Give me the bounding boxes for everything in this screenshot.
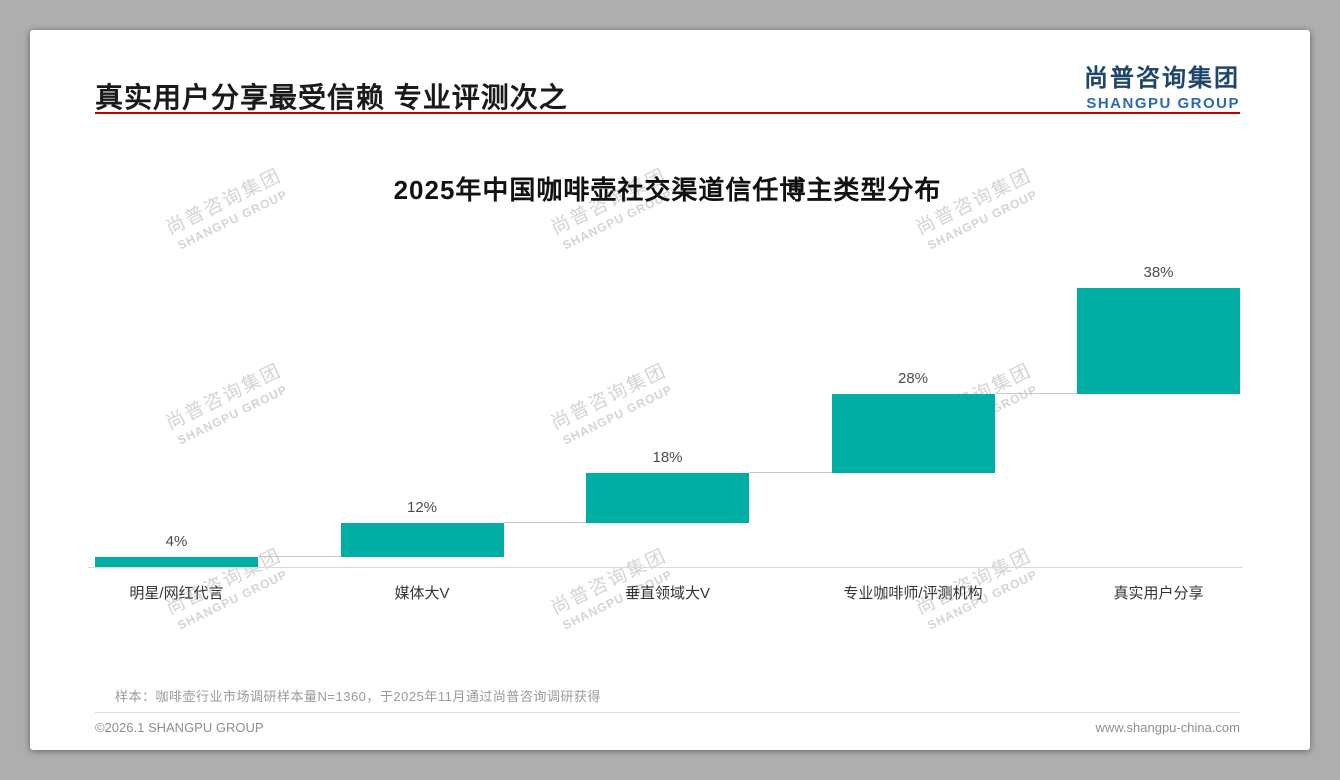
bar-4 bbox=[831, 394, 995, 473]
logo-english-text: SHANGPU GROUP bbox=[1086, 95, 1240, 112]
bar-value-label: 38% bbox=[1143, 264, 1174, 281]
chart-title: 2025年中国咖啡壶社交渠道信任博主类型分布 bbox=[393, 175, 942, 205]
bar-value-label: 28% bbox=[897, 370, 929, 388]
footer-website: www.shangpu-china.com bbox=[1095, 720, 1240, 735]
heading-underline bbox=[95, 112, 1240, 114]
x-axis-baseline bbox=[88, 567, 1243, 568]
connector-line bbox=[258, 555, 341, 557]
category-label: 专业咖啡师/评测机构 bbox=[843, 585, 983, 602]
sample-footnote: 样本：咖啡壶行业市场调研样本量N=1360，于2025年11月通过尚普咨询调研获… bbox=[115, 689, 601, 704]
bar-value-label: 12% bbox=[406, 499, 438, 517]
category-label: 真实用户分享 bbox=[1113, 585, 1204, 602]
footer-divider bbox=[95, 712, 1240, 713]
category-label: 媒体大V bbox=[394, 585, 450, 602]
bar-1 bbox=[95, 556, 258, 568]
connector-line bbox=[749, 471, 832, 473]
connector-line bbox=[503, 522, 586, 524]
category-label: 明星/网红代言 bbox=[129, 585, 224, 602]
bar-2 bbox=[340, 523, 504, 557]
plot-area: 4% 明星/网红代言 12% 媒体大V 18% 垂直领域大V 28% 专业咖啡师/评测机构 38… bbox=[95, 258, 1240, 602]
bar-value-label: 4% bbox=[165, 532, 188, 550]
logo-chinese-text: 尚普咨询集团 bbox=[1084, 65, 1240, 92]
slide-card: 真实用户分享最受信赖 专业评测次之 尚普咨询集团 SHANGPU GROUP 尚… bbox=[30, 30, 1310, 750]
category-label: 垂直领域大V bbox=[624, 585, 710, 602]
page-title: 真实用户分享最受信赖 专业评测次之 bbox=[95, 82, 568, 113]
bar-5 bbox=[1077, 288, 1240, 395]
connector-line bbox=[994, 393, 1077, 395]
footer-copyright: ©2026.1 SHANGPU GROUP bbox=[95, 720, 264, 735]
bar-3 bbox=[586, 472, 749, 524]
company-logo: 尚普咨询集团 SHANGPU GROUP bbox=[1084, 58, 1240, 112]
bar-value-label: 18% bbox=[652, 448, 683, 466]
